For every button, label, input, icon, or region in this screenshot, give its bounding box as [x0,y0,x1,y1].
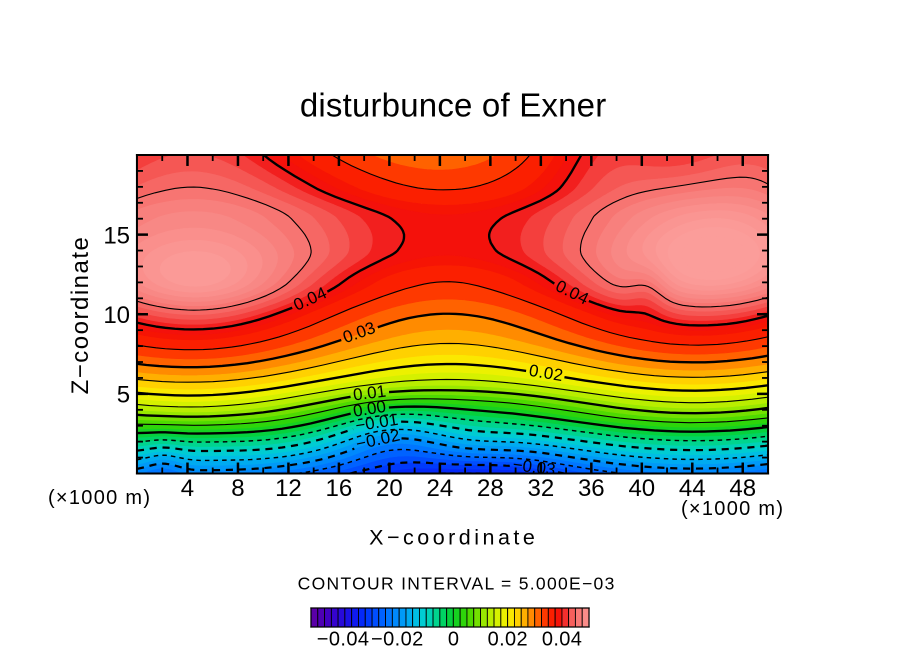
svg-text:8: 8 [231,475,244,502]
svg-text:40: 40 [628,475,655,502]
svg-text:16: 16 [326,475,353,502]
svg-text:15: 15 [103,222,130,249]
svg-text:(×1000 m): (×1000 m) [48,487,151,509]
svg-text:−0.04: −0.04 [317,629,370,651]
svg-text:32: 32 [527,475,554,502]
svg-text:CONTOUR INTERVAL = 5.000E−03: CONTOUR INTERVAL = 5.000E−03 [298,574,616,594]
svg-text:−0.02: −0.02 [371,629,424,651]
svg-text:24: 24 [427,475,454,502]
svg-text:0.02: 0.02 [488,629,529,651]
svg-text:disturbunce of Exner: disturbunce of Exner [300,87,607,124]
svg-text:0.01: 0.01 [352,382,387,405]
svg-text:4: 4 [181,475,194,502]
svg-text:12: 12 [275,475,302,502]
svg-text:5: 5 [117,382,130,409]
svg-text:Z−coordinate: Z−coordinate [67,236,94,395]
svg-text:X−coordinate: X−coordinate [369,526,538,550]
svg-text:(×1000 m): (×1000 m) [681,498,784,520]
svg-text:36: 36 [578,475,605,502]
svg-text:48: 48 [729,475,756,502]
svg-text:0.00: 0.00 [352,397,388,421]
svg-text:10: 10 [103,302,130,329]
svg-text:44: 44 [679,475,706,502]
svg-text:28: 28 [477,475,504,502]
svg-text:−0.03: −0.03 [512,455,557,480]
svg-text:0.04: 0.04 [542,629,583,651]
svg-text:20: 20 [376,475,403,502]
svg-text:0: 0 [448,629,459,651]
